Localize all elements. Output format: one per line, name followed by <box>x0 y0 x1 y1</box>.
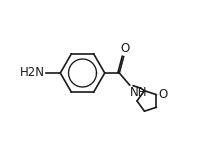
Text: O: O <box>120 42 130 55</box>
Text: H2N: H2N <box>20 66 45 80</box>
Text: O: O <box>158 88 167 101</box>
Text: NH: NH <box>130 86 148 99</box>
